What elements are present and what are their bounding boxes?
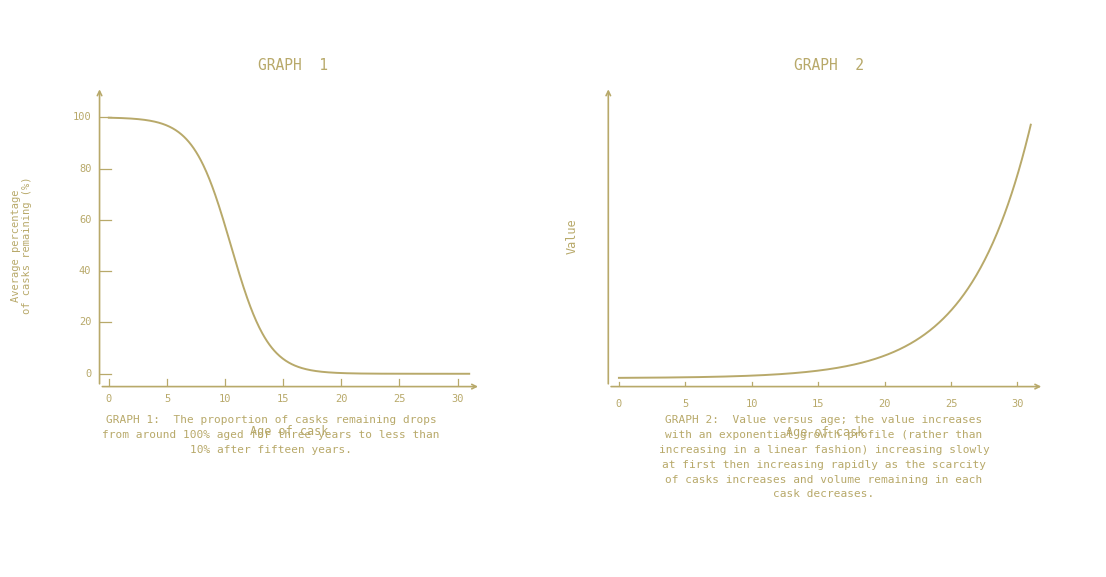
- Text: 40: 40: [79, 266, 92, 276]
- Text: GRAPH 2:  Value versus age; the value increases
with an exponential growth profi: GRAPH 2: Value versus age; the value inc…: [658, 415, 990, 500]
- Text: 25: 25: [945, 399, 958, 409]
- Text: 20: 20: [335, 394, 347, 404]
- Text: 0: 0: [616, 399, 622, 409]
- Text: 20: 20: [878, 399, 891, 409]
- Text: Age of cask: Age of cask: [785, 426, 864, 439]
- Title: GRAPH  2: GRAPH 2: [794, 58, 865, 73]
- Text: 5: 5: [164, 394, 170, 404]
- Text: 10: 10: [745, 399, 758, 409]
- Text: 25: 25: [394, 394, 406, 404]
- Text: 30: 30: [1011, 399, 1024, 409]
- Text: 0: 0: [85, 369, 92, 379]
- Text: Value: Value: [566, 219, 578, 254]
- Text: 5: 5: [682, 399, 688, 409]
- Text: 15: 15: [812, 399, 824, 409]
- Text: 20: 20: [79, 317, 92, 328]
- Text: 30: 30: [451, 394, 463, 404]
- Text: GRAPH 1:  The proportion of casks remaining drops
from around 100% aged for thre: GRAPH 1: The proportion of casks remaini…: [102, 415, 440, 455]
- Text: Age of cask: Age of cask: [250, 425, 328, 438]
- Title: GRAPH  1: GRAPH 1: [258, 58, 328, 73]
- Text: 10: 10: [219, 394, 231, 404]
- Text: 60: 60: [79, 215, 92, 225]
- Text: 0: 0: [106, 394, 112, 404]
- Text: 15: 15: [276, 394, 290, 404]
- Text: 100: 100: [73, 113, 92, 122]
- Text: 80: 80: [79, 164, 92, 174]
- Text: Average percentage
of casks remaining (%): Average percentage of casks remaining (%…: [11, 177, 32, 314]
